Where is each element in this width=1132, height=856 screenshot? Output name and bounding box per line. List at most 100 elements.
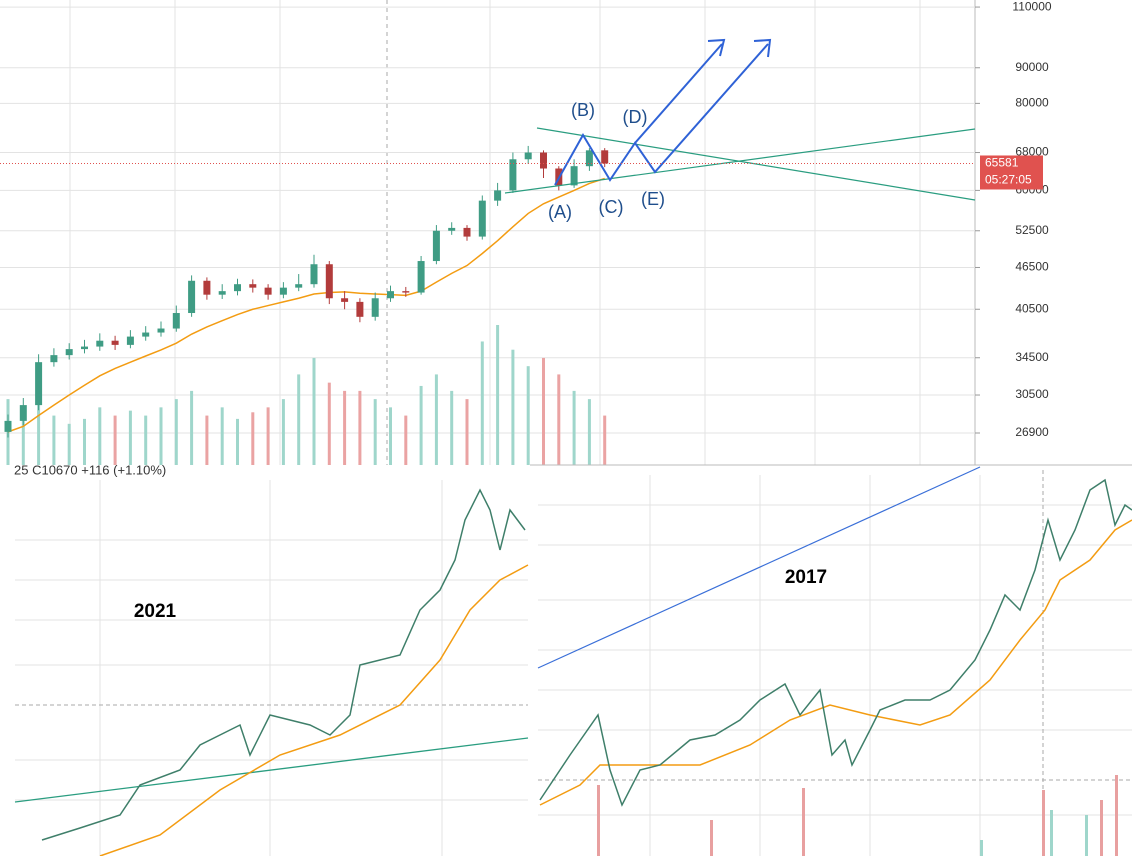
candle-body	[142, 332, 150, 337]
main-chart	[0, 6, 975, 465]
panel-2017: 2017	[530, 464, 1132, 856]
y-tick-label: 68000	[1015, 145, 1049, 159]
candle-body	[35, 362, 43, 406]
candle-body	[585, 150, 593, 167]
candle-body	[417, 261, 425, 293]
volume-bar	[128, 410, 132, 465]
panel-2021: 25 C10670 +116 (+1.10%) 2021	[0, 462, 530, 856]
volume-bar	[434, 374, 438, 465]
volume-bar	[190, 390, 194, 465]
annotation: (C)	[599, 197, 624, 217]
volume-bar	[67, 423, 71, 465]
candle-body	[341, 298, 349, 302]
volume-bar	[37, 374, 41, 465]
candle-body	[494, 190, 502, 201]
y-tick-label: 46500	[1015, 260, 1049, 274]
volume-bar	[557, 374, 561, 465]
volume-bar	[419, 385, 423, 465]
candle-body	[540, 152, 547, 169]
volume-bar	[373, 399, 377, 465]
candle-body	[371, 298, 379, 317]
candle-body	[81, 346, 88, 350]
volume-bar	[572, 390, 576, 465]
candle-body	[387, 291, 394, 299]
pattern-lines	[504, 38, 976, 201]
volume-bar	[480, 341, 484, 465]
volume-bar	[496, 325, 500, 465]
volume-bar	[450, 390, 454, 465]
candle-body	[601, 150, 609, 164]
volume-bar	[343, 390, 347, 465]
volume-bar	[113, 415, 117, 465]
volume-bar	[358, 390, 362, 465]
price-tag-value: 65581	[985, 156, 1019, 170]
volume-bar	[144, 415, 148, 465]
candle-body	[264, 287, 272, 295]
annotation: (D)	[623, 107, 648, 127]
candle-body	[310, 264, 318, 285]
candle-body	[509, 159, 517, 191]
candle-body	[432, 230, 440, 262]
annotation: (A)	[548, 202, 572, 222]
volume-bar	[98, 407, 102, 465]
volume-bar	[542, 357, 545, 465]
candle-body	[96, 340, 104, 347]
candle-body	[234, 284, 241, 292]
volume-bar	[297, 374, 301, 465]
candle-body	[172, 313, 180, 329]
candle-body	[218, 291, 226, 295]
volume-bar	[404, 415, 408, 465]
volume-bar	[52, 415, 56, 465]
candle-body	[188, 280, 196, 314]
volume-bar	[21, 407, 25, 465]
candle-body	[524, 152, 532, 160]
volume-bar	[465, 399, 469, 465]
year-label: 2017	[785, 567, 827, 588]
candle-body	[478, 200, 486, 237]
candle-body	[402, 291, 410, 293]
y-tick-label: 34500	[1015, 350, 1049, 364]
volume-bar	[174, 399, 178, 465]
volume-bar	[220, 407, 224, 465]
volume-bar	[251, 412, 255, 465]
y-tick-label: 110000	[1012, 0, 1051, 13]
info-line: 25 C10670 +116 (+1.10%)	[14, 462, 166, 477]
y-tick-label: 30500	[1015, 387, 1049, 401]
volume-bar	[603, 415, 607, 465]
candle-body	[356, 301, 364, 317]
y-tick-label: 52500	[1015, 223, 1049, 237]
y-tick-label: 26900	[1015, 425, 1049, 439]
y-tick-label: 90000	[1015, 60, 1049, 74]
candle-body	[203, 280, 211, 295]
annotation: (E)	[641, 189, 665, 209]
candle-body	[19, 405, 27, 421]
volume-bar	[526, 366, 530, 465]
candle-body	[157, 328, 165, 333]
volume-bar	[389, 407, 392, 465]
candle-body	[448, 227, 456, 231]
volume-bar	[159, 407, 163, 465]
candle-body	[570, 166, 578, 186]
price-tag	[980, 155, 1043, 190]
volume-bar	[266, 407, 270, 465]
candle-body	[249, 284, 257, 288]
candle-body	[295, 284, 303, 288]
year-label: 2021	[134, 601, 177, 622]
candle-body	[279, 287, 287, 295]
volume-bar	[511, 349, 515, 465]
candle-body	[325, 264, 333, 299]
price-tag-countdown: 05:27:05	[985, 173, 1032, 187]
candle-body	[65, 349, 73, 356]
y-tick-label: 40500	[1015, 301, 1049, 315]
volume-bar	[327, 382, 331, 465]
annotation: (B)	[571, 100, 595, 120]
volume-bar	[236, 418, 239, 465]
volume-bar	[312, 357, 316, 465]
moving-average	[7, 177, 605, 433]
volume-bar	[587, 399, 591, 465]
y-tick-label: 80000	[1015, 96, 1049, 110]
candle-body	[4, 420, 12, 432]
candle-body	[463, 227, 471, 237]
volume-bar	[205, 415, 209, 465]
